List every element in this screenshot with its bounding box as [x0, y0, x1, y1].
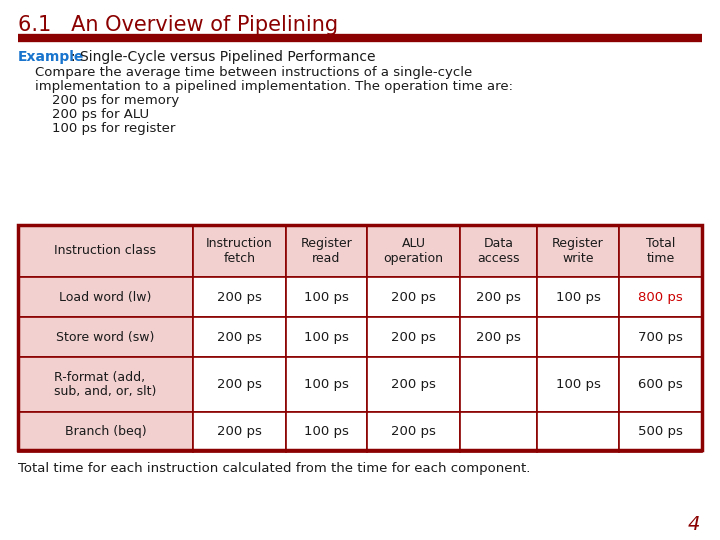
Text: 200 ps: 200 ps — [217, 330, 262, 343]
Bar — [367, 317, 460, 357]
Text: 200 ps: 200 ps — [476, 330, 521, 343]
Bar — [460, 412, 537, 452]
Bar — [18, 225, 702, 450]
Bar — [286, 412, 367, 452]
Bar — [367, 225, 460, 277]
Bar — [460, 225, 537, 277]
Text: Instruction class: Instruction class — [55, 245, 156, 258]
Text: 200 ps: 200 ps — [391, 426, 436, 438]
Text: Branch (beq): Branch (beq) — [65, 426, 146, 438]
Text: 100 ps: 100 ps — [304, 426, 349, 438]
Bar — [619, 225, 702, 277]
Text: Register
write: Register write — [552, 237, 604, 265]
Bar — [619, 412, 702, 452]
Bar — [193, 225, 286, 277]
Text: 500 ps: 500 ps — [638, 426, 683, 438]
Text: 600 ps: 600 ps — [638, 378, 683, 391]
Bar — [537, 317, 619, 357]
Text: Total
time: Total time — [646, 237, 675, 265]
Text: Data
access: Data access — [477, 237, 520, 265]
Bar — [193, 412, 286, 452]
Text: Total time for each instruction calculated from the time for each component.: Total time for each instruction calculat… — [18, 462, 531, 475]
Text: ALU
operation: ALU operation — [384, 237, 444, 265]
Text: 200 ps: 200 ps — [391, 291, 436, 303]
Text: Load word (lw): Load word (lw) — [59, 291, 152, 303]
Bar — [460, 317, 537, 357]
Text: 200 ps: 200 ps — [217, 291, 262, 303]
Text: 200 ps for memory: 200 ps for memory — [18, 94, 179, 107]
Bar — [367, 357, 460, 412]
Bar — [18, 357, 193, 412]
Bar — [18, 225, 193, 277]
Bar — [619, 317, 702, 357]
Text: implementation to a pipelined implementation. The operation time are:: implementation to a pipelined implementa… — [18, 80, 513, 93]
Text: 4: 4 — [688, 515, 700, 534]
Text: 6.1   An Overview of Pipelining: 6.1 An Overview of Pipelining — [18, 15, 338, 35]
Bar — [18, 277, 193, 317]
Text: Instruction
fetch: Instruction fetch — [206, 237, 273, 265]
Text: Store word (sw): Store word (sw) — [56, 330, 155, 343]
Bar — [537, 225, 619, 277]
Bar — [18, 317, 193, 357]
Text: 200 ps: 200 ps — [476, 291, 521, 303]
Text: 100 ps: 100 ps — [304, 291, 349, 303]
Text: 200 ps: 200 ps — [391, 330, 436, 343]
Text: : Single-Cycle versus Pipelined Performance: : Single-Cycle versus Pipelined Performa… — [71, 50, 376, 64]
Bar — [286, 225, 367, 277]
Bar — [193, 357, 286, 412]
Text: 800 ps: 800 ps — [638, 291, 683, 303]
Bar — [286, 357, 367, 412]
Text: 200 ps for ALU: 200 ps for ALU — [18, 108, 149, 121]
Bar — [286, 277, 367, 317]
Bar — [460, 277, 537, 317]
Bar — [18, 412, 193, 452]
Text: 100 ps for register: 100 ps for register — [18, 122, 176, 135]
Bar — [367, 412, 460, 452]
Bar — [619, 277, 702, 317]
Text: 200 ps: 200 ps — [217, 378, 262, 391]
Text: 200 ps: 200 ps — [391, 378, 436, 391]
Bar — [367, 277, 460, 317]
Bar — [619, 357, 702, 412]
Bar — [193, 317, 286, 357]
Text: 100 ps: 100 ps — [304, 330, 349, 343]
Text: 100 ps: 100 ps — [556, 378, 600, 391]
Text: 100 ps: 100 ps — [556, 291, 600, 303]
Text: R-format (add,
sub, and, or, slt): R-format (add, sub, and, or, slt) — [54, 370, 157, 399]
Text: 200 ps: 200 ps — [217, 426, 262, 438]
Bar — [537, 277, 619, 317]
Bar — [537, 412, 619, 452]
Text: 700 ps: 700 ps — [638, 330, 683, 343]
Bar — [537, 357, 619, 412]
Bar — [193, 277, 286, 317]
Text: Example: Example — [18, 50, 84, 64]
Bar — [286, 317, 367, 357]
Text: 100 ps: 100 ps — [304, 378, 349, 391]
Text: Register
read: Register read — [301, 237, 352, 265]
Bar — [460, 357, 537, 412]
Text: Compare the average time between instructions of a single-cycle: Compare the average time between instruc… — [18, 66, 472, 79]
